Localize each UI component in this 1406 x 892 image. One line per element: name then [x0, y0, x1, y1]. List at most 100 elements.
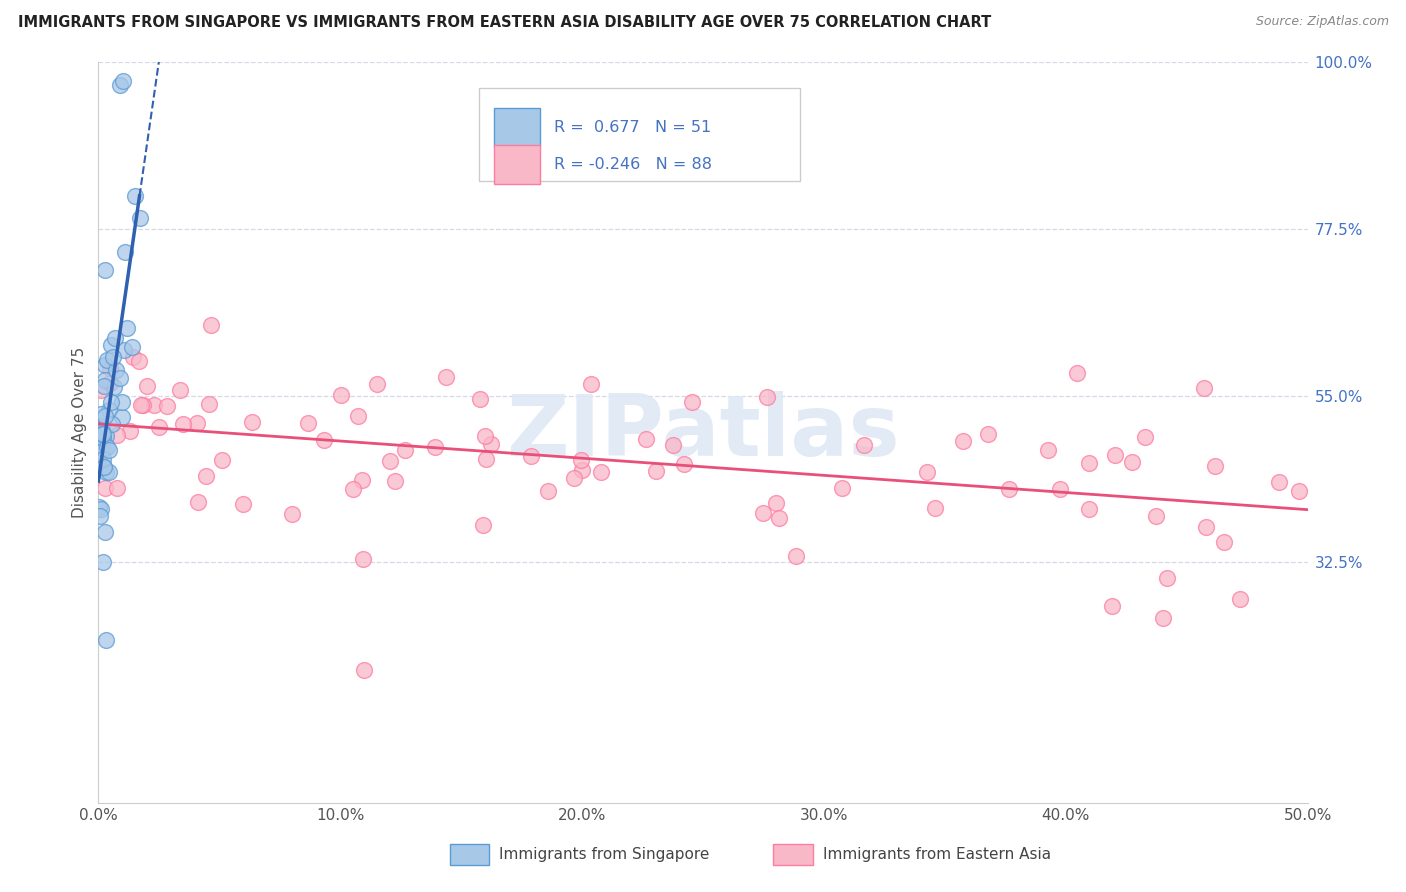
- Point: [394, 443, 416, 458]
- Point: [672, 458, 695, 472]
- Point: [425, 440, 447, 454]
- Bar: [773, 844, 813, 865]
- Text: Immigrants from Singapore: Immigrants from Singapore: [499, 847, 710, 862]
- Text: R =  0.677   N = 51: R = 0.677 N = 51: [554, 120, 711, 136]
- Point: [93, 459, 115, 474]
- Point: [91, 458, 114, 473]
- Point: [1036, 443, 1059, 458]
- Point: [105, 481, 128, 495]
- Point: [91, 425, 114, 440]
- Point: [129, 398, 152, 412]
- Point: [924, 500, 946, 515]
- Point: [1213, 534, 1236, 549]
- Point: [765, 496, 787, 510]
- Point: [240, 415, 263, 429]
- Point: [342, 482, 364, 496]
- Point: [104, 331, 127, 345]
- Point: [1152, 610, 1174, 624]
- Point: [91, 555, 114, 569]
- Point: [93, 373, 115, 387]
- Point: [120, 424, 142, 438]
- Point: [474, 429, 496, 443]
- Point: [662, 438, 685, 452]
- Point: [297, 416, 319, 430]
- Point: [468, 392, 491, 406]
- Bar: [494, 109, 540, 147]
- Point: [579, 377, 602, 392]
- Point: [87, 500, 110, 514]
- Point: [98, 465, 121, 479]
- Point: [91, 451, 114, 466]
- Point: [785, 549, 807, 563]
- Point: [352, 473, 374, 487]
- Point: [108, 371, 131, 385]
- Point: [111, 74, 134, 88]
- Point: [1101, 599, 1123, 614]
- Point: [434, 370, 457, 384]
- Point: [98, 402, 121, 417]
- Point: [90, 419, 112, 434]
- Point: [111, 395, 134, 409]
- Point: [114, 245, 136, 260]
- Point: [536, 484, 558, 499]
- Point: [852, 438, 875, 452]
- Text: Source: ZipAtlas.com: Source: ZipAtlas.com: [1256, 15, 1389, 29]
- Point: [1133, 430, 1156, 444]
- Point: [569, 452, 592, 467]
- Point: [103, 380, 125, 394]
- Point: [752, 506, 775, 520]
- Point: [378, 454, 401, 468]
- Point: [100, 337, 122, 351]
- Point: [768, 511, 790, 525]
- Point: [571, 463, 593, 477]
- Point: [93, 459, 115, 474]
- Point: [186, 416, 208, 430]
- Point: [1066, 367, 1088, 381]
- Point: [312, 433, 335, 447]
- Point: [471, 518, 494, 533]
- Point: [90, 430, 112, 444]
- Point: [105, 362, 128, 376]
- Point: [96, 440, 118, 454]
- Point: [1121, 455, 1143, 469]
- Point: [366, 376, 388, 391]
- Point: [1195, 520, 1218, 534]
- FancyBboxPatch shape: [479, 88, 800, 181]
- Point: [172, 417, 194, 431]
- Point: [128, 211, 150, 225]
- Text: ZIPatlas: ZIPatlas: [506, 391, 900, 475]
- Point: [915, 466, 938, 480]
- Point: [93, 442, 115, 456]
- Point: [148, 419, 170, 434]
- Point: [90, 383, 112, 397]
- Text: R = -0.246   N = 88: R = -0.246 N = 88: [554, 157, 713, 172]
- Point: [384, 474, 406, 488]
- Point: [93, 379, 115, 393]
- Point: [94, 466, 117, 480]
- Point: [831, 481, 853, 495]
- Point: [94, 262, 117, 277]
- Point: [94, 409, 117, 423]
- Point: [90, 444, 112, 458]
- Point: [117, 320, 139, 334]
- Point: [198, 397, 221, 411]
- Point: [232, 497, 254, 511]
- Point: [94, 429, 117, 443]
- Point: [100, 395, 122, 409]
- Point: [111, 409, 134, 424]
- Point: [101, 350, 124, 364]
- Point: [977, 427, 1000, 442]
- Point: [1229, 592, 1251, 607]
- Point: [1104, 448, 1126, 462]
- Point: [347, 409, 370, 423]
- Point: [200, 318, 222, 333]
- Y-axis label: Disability Age Over 75: Disability Age Over 75: [72, 347, 87, 518]
- Point: [952, 434, 974, 449]
- Point: [352, 552, 374, 566]
- Point: [112, 343, 135, 358]
- Point: [128, 354, 150, 368]
- Point: [562, 471, 585, 485]
- Point: [211, 452, 233, 467]
- Point: [89, 509, 111, 524]
- Point: [1144, 508, 1167, 523]
